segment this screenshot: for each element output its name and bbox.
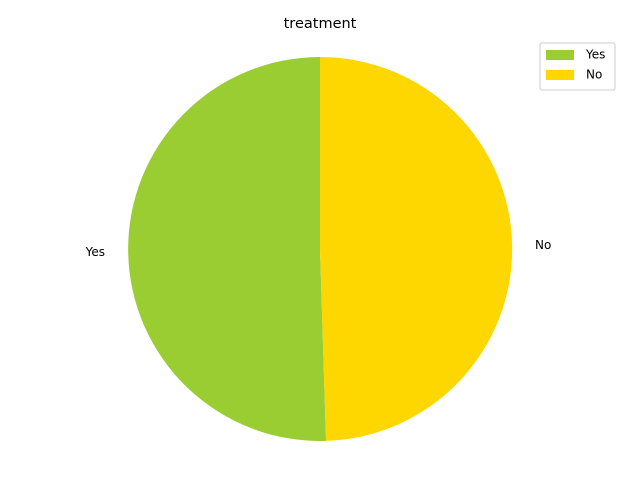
legend-label-no: No xyxy=(586,68,602,82)
legend: Yes No xyxy=(539,42,616,91)
legend-swatch-yes xyxy=(546,50,574,60)
legend-items: Yes No xyxy=(546,48,605,82)
legend-swatch-no xyxy=(546,70,574,80)
slice-label-yes: Yes xyxy=(85,245,105,259)
pie-slice-no xyxy=(320,56,513,441)
chart-title: treatment xyxy=(284,16,357,32)
pie-slice-labels: Yes No xyxy=(85,238,552,259)
pie-slice-yes xyxy=(128,57,327,441)
pie-slices xyxy=(128,56,513,441)
legend-label-yes: Yes xyxy=(585,48,605,62)
slice-label-no: No xyxy=(535,238,551,252)
